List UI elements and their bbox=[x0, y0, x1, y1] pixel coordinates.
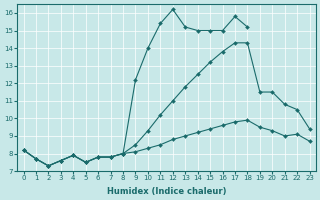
X-axis label: Humidex (Indice chaleur): Humidex (Indice chaleur) bbox=[107, 187, 226, 196]
